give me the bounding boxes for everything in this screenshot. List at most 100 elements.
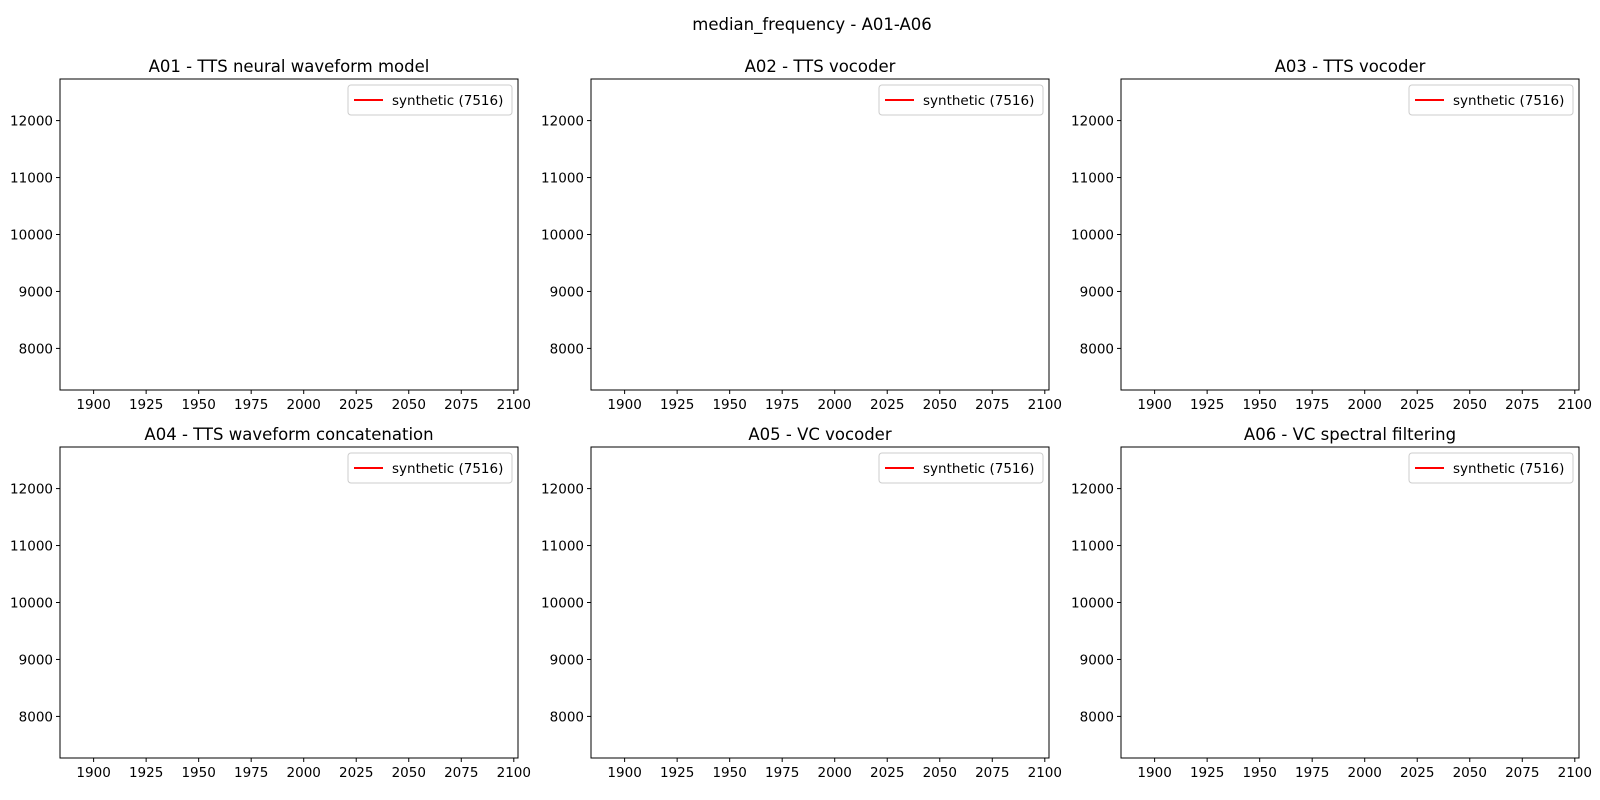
subplot-title: A04 - TTS waveform concatenation <box>144 425 433 444</box>
x-tick-label: 2100 <box>1028 765 1062 781</box>
subplot-6: A06 - VC spectral filtering 1900 1925 1950 1… <box>1071 425 1592 781</box>
y-tick-label: 8000 <box>550 709 584 725</box>
x-tick-label: 1900 <box>607 765 641 781</box>
subplot-3: A03 - TTS vocoder 1900 1925 1950 1975 2000 202… <box>1071 57 1592 413</box>
x-tick-label: 1925 <box>129 397 163 413</box>
x-tick-label: 1900 <box>76 397 110 413</box>
subplot-2: A02 - TTS vocoder 1900 1925 1950 1975 2000 202… <box>541 57 1062 413</box>
legend: synthetic (7516) <box>1408 452 1574 484</box>
x-tick-label: 1900 <box>607 397 641 413</box>
y-tick-label: 12000 <box>10 482 53 498</box>
y-tick-label: 11000 <box>541 539 584 555</box>
x-tick-label: 2025 <box>870 765 904 781</box>
x-tick-label: 2025 <box>339 765 373 781</box>
y-tick-label: 11000 <box>10 539 53 555</box>
plot-area <box>1120 446 1580 759</box>
legend-label: synthetic (7516) <box>1453 93 1564 109</box>
x-tick-label: 2075 <box>975 765 1009 781</box>
x-tick-label: 2050 <box>1453 765 1487 781</box>
y-tick-label: 10000 <box>1071 228 1114 244</box>
subplot-title: A05 - VC vocoder <box>748 425 891 444</box>
subplot-title: A02 - TTS vocoder <box>745 57 896 76</box>
x-tick-label: 2075 <box>444 397 478 413</box>
x-tick-label: 2050 <box>392 765 426 781</box>
legend: synthetic (7516) <box>1408 84 1574 116</box>
y-tick-label: 9000 <box>550 652 584 668</box>
y-tick-label: 9000 <box>19 652 53 668</box>
legend-label: synthetic (7516) <box>392 93 503 109</box>
y-tick-label: 8000 <box>19 709 53 725</box>
x-tick-label: 2050 <box>392 397 426 413</box>
x-tick-label: 1925 <box>660 397 694 413</box>
legend: synthetic (7516) <box>878 452 1044 484</box>
y-tick-label: 8000 <box>19 341 53 357</box>
figure-suptitle: median_frequency - A01-A06 <box>692 15 931 35</box>
y-tick-label: 9000 <box>1080 652 1114 668</box>
y-tick-label: 12000 <box>541 482 584 498</box>
y-tick-label: 11000 <box>541 171 584 187</box>
y-tick-label: 8000 <box>1080 709 1114 725</box>
x-tick-label: 1900 <box>76 765 110 781</box>
x-tick-label: 2100 <box>1028 397 1062 413</box>
x-tick-label: 2000 <box>287 765 321 781</box>
y-tick-label: 10000 <box>541 596 584 612</box>
y-tick-label: 11000 <box>1071 539 1114 555</box>
x-tick-label: 2100 <box>497 765 531 781</box>
x-tick-label: 1950 <box>1242 397 1276 413</box>
subplot-title: A03 - TTS vocoder <box>1275 57 1426 76</box>
x-tick-label: 1975 <box>234 397 268 413</box>
x-tick-label: 2100 <box>497 397 531 413</box>
y-tick-label: 9000 <box>550 284 584 300</box>
x-tick-label: 2100 <box>1558 765 1592 781</box>
legend-label: synthetic (7516) <box>1453 461 1564 477</box>
x-tick-label: 1975 <box>765 765 799 781</box>
x-tick-label: 2050 <box>923 397 957 413</box>
y-tick-label: 12000 <box>1071 114 1114 130</box>
y-tick-label: 11000 <box>10 171 53 187</box>
plot-area <box>59 78 519 391</box>
subplot-grid: A01 - TTS neural waveform model 1900 1925 1… <box>10 57 1592 781</box>
x-tick-label: 2000 <box>1348 397 1382 413</box>
x-tick-label: 1900 <box>1137 397 1171 413</box>
y-tick-label: 11000 <box>1071 171 1114 187</box>
x-tick-label: 2025 <box>1400 397 1434 413</box>
x-tick-label: 1950 <box>712 397 746 413</box>
x-tick-label: 2050 <box>1453 397 1487 413</box>
x-tick-label: 2100 <box>1558 397 1592 413</box>
y-tick-label: 9000 <box>19 284 53 300</box>
plot-area <box>590 446 1050 759</box>
x-tick-label: 2000 <box>1348 765 1382 781</box>
y-tick-label: 8000 <box>550 341 584 357</box>
x-tick-label: 1975 <box>1295 765 1329 781</box>
x-tick-label: 1975 <box>765 397 799 413</box>
x-tick-label: 2075 <box>1505 397 1539 413</box>
plot-area <box>59 446 519 759</box>
y-tick-label: 10000 <box>541 228 584 244</box>
subplot-5: A05 - VC vocoder 1900 1925 1950 1975 2000 2025… <box>541 425 1062 781</box>
y-tick-label: 10000 <box>10 228 53 244</box>
x-tick-label: 1950 <box>181 397 215 413</box>
x-tick-label: 1950 <box>181 765 215 781</box>
x-tick-label: 2000 <box>818 765 852 781</box>
y-tick-label: 9000 <box>1080 284 1114 300</box>
plot-area <box>590 78 1050 391</box>
subplot-4: A04 - TTS waveform concatenation 1900 1925… <box>10 425 531 781</box>
x-tick-label: 1975 <box>234 765 268 781</box>
subplot-title: A01 - TTS neural waveform model <box>149 57 430 76</box>
x-tick-label: 1950 <box>1242 765 1276 781</box>
legend-box <box>878 84 1044 116</box>
x-tick-label: 2025 <box>339 397 373 413</box>
y-tick-label: 8000 <box>1080 341 1114 357</box>
legend-label: synthetic (7516) <box>392 461 503 477</box>
x-tick-label: 1975 <box>1295 397 1329 413</box>
plot-area <box>1120 78 1580 391</box>
y-tick-label: 10000 <box>1071 596 1114 612</box>
legend-label: synthetic (7516) <box>923 93 1034 109</box>
y-tick-label: 12000 <box>541 114 584 130</box>
x-tick-label: 1900 <box>1137 765 1171 781</box>
y-tick-label: 12000 <box>1071 482 1114 498</box>
x-tick-label: 1925 <box>1190 765 1224 781</box>
x-tick-label: 2050 <box>923 765 957 781</box>
legend: synthetic (7516) <box>347 452 513 484</box>
